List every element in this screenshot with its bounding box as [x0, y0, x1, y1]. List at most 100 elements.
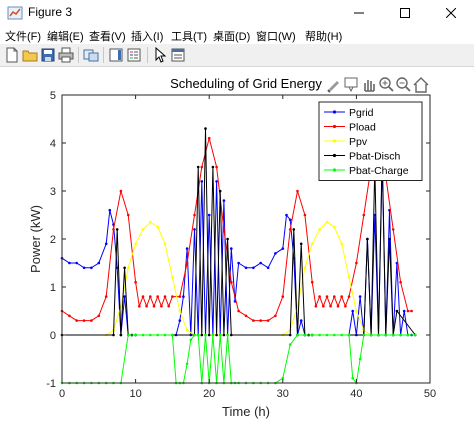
colorbar-icon[interactable] — [108, 47, 124, 63]
zoom-in-icon[interactable] — [380, 78, 393, 91]
data-point — [83, 267, 86, 270]
data-point — [399, 281, 402, 284]
data-point — [223, 199, 226, 202]
menu-view[interactable]: 查看(V) — [89, 28, 126, 44]
data-point — [318, 334, 321, 337]
minimize-button[interactable] — [336, 0, 382, 26]
data-point — [204, 334, 207, 337]
data-point — [197, 166, 200, 169]
window-title: Figure 3 — [28, 5, 72, 19]
data-point — [337, 305, 340, 308]
data-point — [182, 295, 185, 298]
data-point — [105, 243, 108, 246]
pan-icon[interactable] — [365, 80, 374, 91]
data-point — [289, 228, 292, 231]
data-point — [123, 295, 126, 298]
data-point — [219, 190, 222, 193]
pointer-icon[interactable] — [152, 47, 168, 63]
data-point — [167, 305, 170, 308]
datatip-icon[interactable] — [345, 78, 357, 91]
print-icon[interactable] — [58, 47, 74, 63]
data-point — [237, 262, 240, 265]
menu-file[interactable]: 文件(F) — [5, 28, 41, 44]
data-point — [171, 295, 174, 298]
brush-icon[interactable] — [328, 81, 339, 92]
x-tick-label: 20 — [203, 388, 215, 400]
menubar: 文件(F) 编辑(E) 查看(V) 插入(I) 工具(T) 桌面(D) 窗口(W… — [0, 26, 474, 44]
close-button[interactable] — [428, 0, 474, 26]
legend-label: Pload — [349, 122, 376, 134]
link-plot-icon[interactable] — [83, 47, 99, 63]
save-icon[interactable] — [40, 47, 56, 63]
data-point — [252, 319, 255, 322]
data-point — [120, 334, 123, 337]
data-point — [311, 281, 314, 284]
x-tick-label: 30 — [277, 388, 289, 400]
data-point — [156, 334, 159, 337]
open-icon[interactable] — [22, 47, 38, 63]
x-axis-label: Time (h) — [222, 404, 270, 419]
toolbar-separator — [78, 47, 79, 63]
data-point — [366, 238, 369, 241]
minimize-icon — [354, 8, 364, 18]
data-point — [116, 228, 119, 231]
data-point — [68, 262, 71, 265]
data-point — [127, 334, 130, 337]
data-point — [164, 334, 167, 337]
data-point — [219, 334, 222, 337]
data-point — [351, 310, 354, 313]
data-point — [156, 295, 159, 298]
data-point — [282, 295, 285, 298]
zoom-out-icon[interactable] — [397, 78, 410, 91]
data-point — [164, 243, 167, 246]
toolbar-separator — [103, 47, 104, 63]
data-point — [396, 310, 399, 313]
legend-label: Pbat-Charge — [349, 165, 409, 177]
data-point — [112, 228, 115, 231]
data-point — [304, 334, 307, 337]
data-point — [68, 315, 71, 318]
data-point — [267, 267, 270, 270]
close-icon — [446, 8, 456, 18]
menu-tools[interactable]: 工具(T) — [171, 28, 207, 44]
new-figure-icon[interactable] — [4, 47, 20, 63]
toolbar-separator — [147, 47, 148, 63]
data-point — [190, 339, 193, 342]
data-point — [127, 267, 130, 270]
data-point — [267, 319, 270, 322]
data-point — [109, 209, 112, 212]
property-inspector-icon[interactable] — [170, 47, 186, 63]
data-point — [289, 343, 292, 346]
data-point — [359, 295, 362, 298]
data-point — [156, 226, 159, 229]
y-tick-label: 4 — [50, 138, 56, 150]
data-point — [414, 334, 417, 337]
menu-window[interactable]: 窗口(W) — [256, 28, 296, 44]
menu-insert[interactable]: 插入(I) — [131, 28, 163, 44]
menu-edit[interactable]: 编辑(E) — [47, 28, 84, 44]
home-icon[interactable] — [414, 78, 428, 92]
data-point — [201, 334, 204, 337]
maximize-button[interactable] — [382, 0, 428, 26]
legend-marker — [333, 154, 336, 157]
data-point — [245, 315, 248, 318]
data-point — [326, 295, 329, 298]
data-point — [289, 219, 292, 222]
data-point — [348, 295, 351, 298]
x-tick-label: 10 — [129, 388, 141, 400]
menu-desktop[interactable]: 桌面(D) — [213, 28, 250, 44]
data-point — [212, 166, 215, 169]
data-point — [134, 243, 137, 246]
data-point — [105, 295, 108, 298]
menu-help[interactable]: 帮助(H) — [305, 28, 342, 44]
data-point — [245, 267, 248, 270]
data-point — [179, 295, 182, 298]
data-point — [186, 247, 189, 250]
data-point — [215, 334, 218, 337]
data-point — [223, 334, 226, 337]
data-point — [204, 127, 207, 130]
data-point — [153, 305, 156, 308]
legend-icon[interactable] — [126, 47, 142, 63]
data-point — [340, 334, 343, 337]
